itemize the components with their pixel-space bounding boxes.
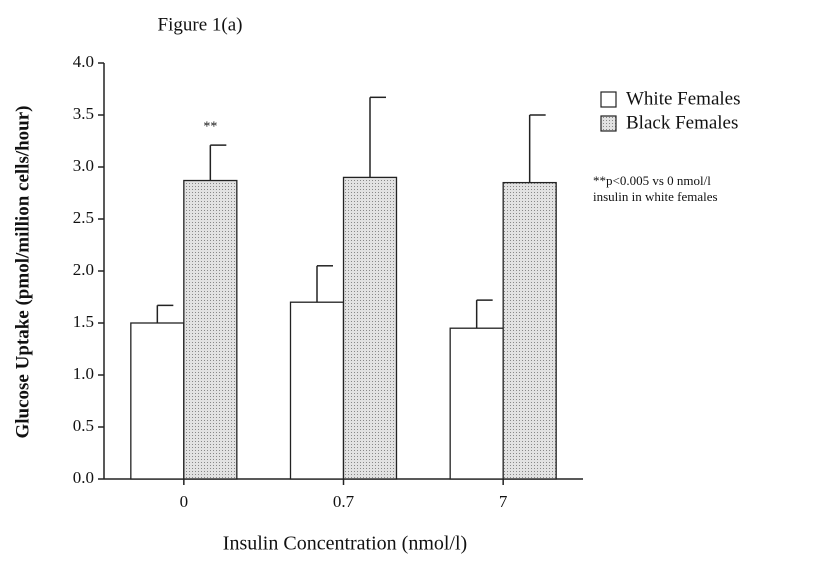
annotation: ** (203, 119, 217, 134)
y-tick-label: 2.5 (73, 208, 94, 227)
x-axis-title: Insulin Concentration (nmol/l) (223, 533, 467, 555)
bar (130, 322, 185, 480)
error-bar (475, 299, 493, 329)
bar (183, 179, 238, 480)
x-tick-label: 0 (180, 492, 189, 511)
legend-swatch (600, 115, 617, 132)
bar (289, 301, 345, 480)
y-tick-label: 1.5 (73, 312, 94, 331)
x-tick-label: 0.7 (333, 492, 355, 511)
error-bar (156, 304, 174, 323)
y-tick-label: 0.0 (73, 468, 94, 487)
x-tick-label: 7 (499, 492, 508, 511)
legend-label: Black Females (626, 112, 738, 133)
y-tick-label: 0.5 (73, 416, 94, 435)
y-tick-label: 4.0 (73, 52, 94, 71)
error-bar (209, 144, 227, 181)
legend-label: White Females (626, 88, 741, 109)
y-tick-label: 2.0 (73, 260, 94, 279)
footnote: insulin in white females (593, 189, 718, 204)
error-bar (316, 265, 333, 303)
bar (449, 327, 504, 480)
chart-title: Figure 1(a) (158, 14, 243, 35)
error-bar (369, 96, 386, 178)
y-tick-label: 1.0 (73, 364, 94, 383)
footnote: **p<0.005 vs 0 nmol/l (593, 173, 711, 188)
legend-swatch (600, 91, 617, 108)
bar (342, 176, 398, 480)
y-tick-label: 3.5 (73, 104, 94, 123)
y-axis-title: Glucose Uptake (pmol/million cells/hour) (12, 105, 33, 438)
y-tick-label: 3.0 (73, 156, 94, 175)
bar (502, 181, 557, 480)
error-bar (528, 114, 546, 183)
